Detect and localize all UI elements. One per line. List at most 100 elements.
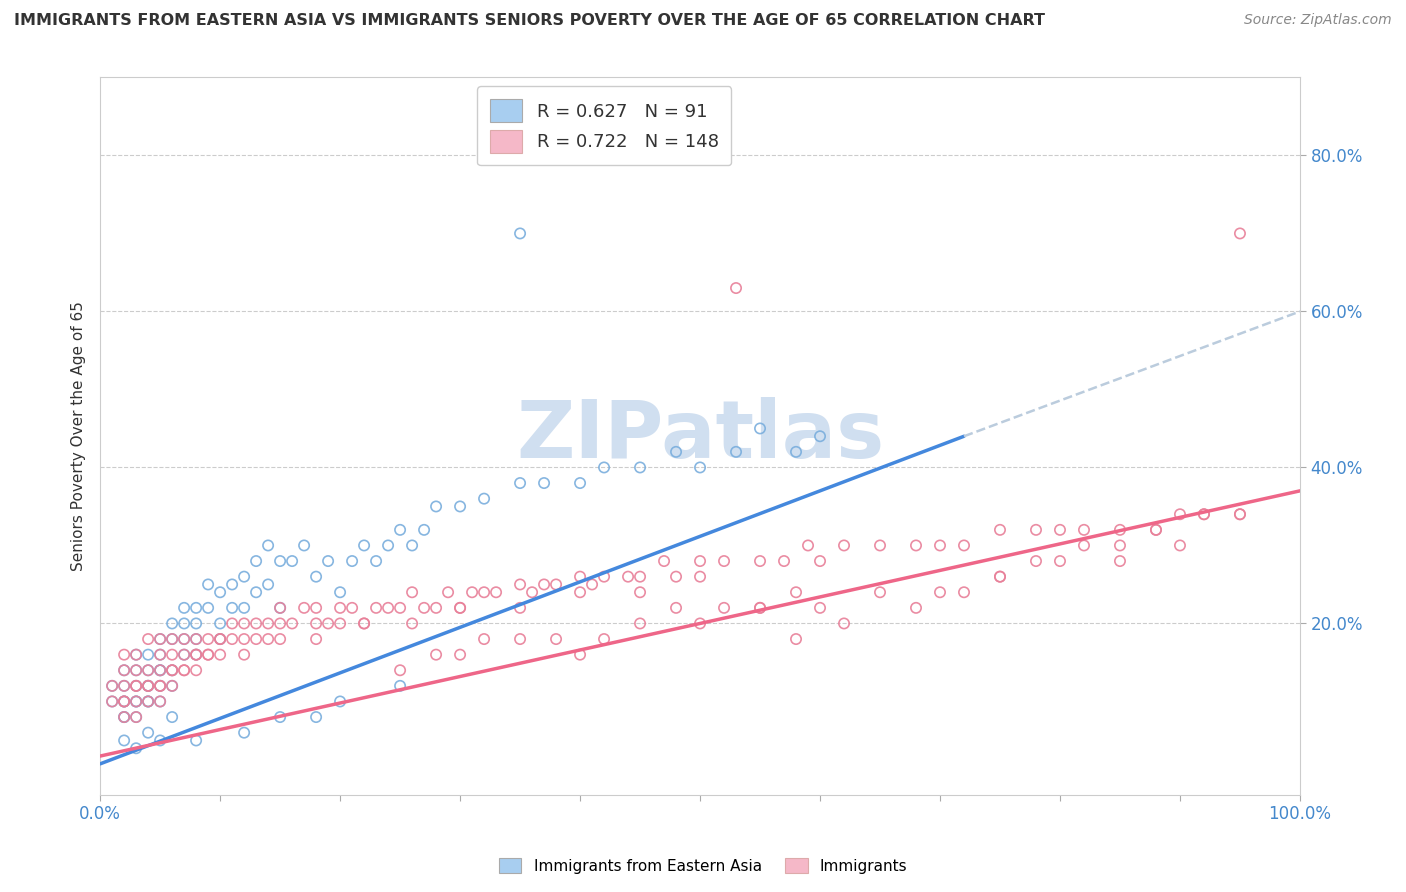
Point (101, 679, 124, 693)
Point (389, 600, 412, 615)
Point (245, 554, 267, 568)
Point (665, 445, 688, 459)
Point (221, 577, 243, 591)
Point (689, 569, 711, 583)
Point (112, 663, 135, 677)
Point (520, 585, 543, 599)
Point (785, 585, 807, 599)
Point (533, 476, 555, 491)
Point (665, 600, 688, 615)
Point (569, 585, 592, 599)
Point (136, 694, 159, 708)
Point (1144, 523, 1167, 537)
Point (112, 679, 135, 693)
Point (1229, 227, 1251, 241)
Point (544, 577, 567, 591)
Point (449, 600, 471, 615)
Point (292, 600, 315, 615)
Text: IMMIGRANTS FROM EASTERN ASIA VS IMMIGRANTS SENIORS POVERTY OVER THE AGE OF 65 CO: IMMIGRANTS FROM EASTERN ASIA VS IMMIGRAN… (14, 13, 1045, 29)
Point (832, 616, 855, 631)
Point (689, 460, 711, 475)
Point (472, 491, 495, 506)
Point (1109, 523, 1132, 537)
Point (340, 600, 363, 615)
Point (665, 569, 688, 583)
Point (173, 663, 195, 677)
Point (1168, 508, 1191, 522)
Point (184, 632, 207, 646)
Point (413, 523, 436, 537)
Point (425, 500, 447, 514)
Point (221, 600, 243, 615)
Point (652, 554, 675, 568)
Point (184, 648, 207, 662)
Y-axis label: Seniors Poverty Over the Age of 65: Seniors Poverty Over the Age of 65 (72, 301, 86, 571)
Point (509, 600, 531, 615)
Point (136, 725, 159, 739)
Point (136, 632, 159, 646)
Point (269, 600, 291, 615)
Point (173, 616, 195, 631)
Point (173, 648, 195, 662)
Point (449, 600, 471, 615)
Point (544, 632, 567, 646)
Point (160, 679, 183, 693)
Point (509, 476, 531, 491)
Point (1073, 538, 1095, 552)
Point (125, 694, 148, 708)
Point (929, 585, 952, 599)
Point (197, 648, 219, 662)
Point (869, 585, 891, 599)
Point (628, 585, 651, 599)
Point (173, 600, 195, 615)
Point (713, 554, 735, 568)
Point (149, 694, 172, 708)
Point (160, 632, 183, 646)
Point (173, 632, 195, 646)
Point (329, 585, 352, 599)
Point (125, 648, 148, 662)
Point (353, 538, 375, 552)
Point (197, 600, 219, 615)
Point (125, 679, 148, 693)
Point (209, 632, 232, 646)
Point (569, 648, 592, 662)
Point (364, 600, 387, 615)
Point (269, 554, 291, 568)
Point (112, 663, 135, 677)
Point (377, 538, 399, 552)
Point (233, 616, 256, 631)
Point (209, 585, 232, 599)
Point (389, 679, 412, 693)
Point (628, 569, 651, 583)
Point (329, 600, 352, 615)
Point (401, 616, 423, 631)
Point (1192, 508, 1215, 522)
Point (257, 616, 280, 631)
Point (797, 538, 820, 552)
Point (112, 694, 135, 708)
Point (316, 554, 339, 568)
Point (184, 648, 207, 662)
Point (136, 648, 159, 662)
Point (269, 632, 291, 646)
Point (713, 600, 735, 615)
Point (628, 616, 651, 631)
Point (593, 632, 616, 646)
Point (1049, 554, 1071, 568)
Point (988, 523, 1011, 537)
Point (125, 710, 148, 724)
Point (197, 632, 219, 646)
Point (257, 538, 280, 552)
Point (905, 600, 928, 615)
Point (112, 694, 135, 708)
Point (221, 632, 243, 646)
Point (197, 648, 219, 662)
Point (184, 616, 207, 631)
Point (245, 632, 267, 646)
Point (173, 663, 195, 677)
Text: ZIPatlas: ZIPatlas (516, 397, 884, 475)
Point (449, 500, 471, 514)
Point (292, 538, 315, 552)
Point (160, 663, 183, 677)
